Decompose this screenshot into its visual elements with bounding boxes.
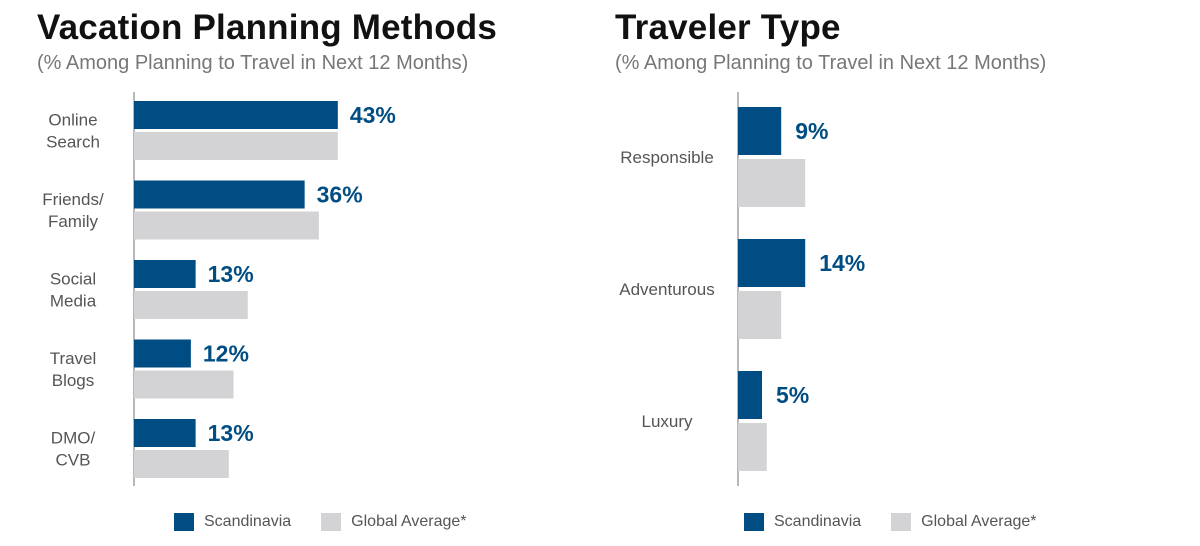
data-label-adventurous: 14%: [819, 250, 865, 276]
planning-methods-chart: 43% Online Search 36% Friends/Family 13% Socia…: [42, 92, 396, 486]
category-label-dmo-cvb: DMO/: [51, 429, 96, 448]
category-label-travel-blogs: Blogs: [52, 371, 95, 390]
legend-swatch-scandinavia: [174, 513, 194, 531]
category-label-adventurous: Adventurous: [619, 280, 714, 299]
bar-scandinavia-friends-family: [134, 180, 305, 209]
data-label-responsible: 9%: [795, 118, 828, 144]
data-label-social-media: 13%: [208, 261, 254, 287]
category-label-travel-blogs: Travel: [50, 349, 97, 368]
legend-item-scandinavia: Scandinavia: [174, 513, 291, 531]
chart-legend: Scandinavia Global Average*: [744, 510, 1067, 534]
chart-panel-planning-methods: 43% Online Search 36% Friends/Family 13% Socia…: [0, 0, 580, 546]
data-label-online-search: 43%: [350, 102, 396, 128]
bar-global-average-online-search: [134, 132, 338, 160]
category-label-luxury: Luxury: [641, 412, 693, 431]
bar-global-average-responsible: [738, 159, 806, 207]
data-label-luxury: 5%: [776, 382, 809, 408]
chart-panel-traveler-type: 9% Responsible 14% Adventurous 5% Luxury Trav…: [580, 0, 1200, 546]
bar-global-average-adventurous: [738, 291, 782, 339]
chart-subtitle: (% Among Planning to Travel in Next 12 M…: [37, 52, 469, 74]
category-label-friends-family: Friends/: [42, 190, 104, 209]
category-label-social-media: Social: [50, 270, 96, 289]
data-label-travel-blogs: 12%: [203, 341, 249, 367]
category-label-dmo-cvb: CVB: [56, 451, 91, 470]
bar-scandinavia-dmo-cvb: [134, 419, 196, 447]
bar-scandinavia-online-search: [134, 101, 338, 129]
legend-item-global-average: Global Average*: [321, 513, 467, 531]
bar-global-average-friends-family: [134, 211, 319, 240]
chart-subtitle: (% Among Planning to Travel in Next 12 M…: [615, 52, 1047, 74]
chart-title: Traveler Type: [615, 8, 841, 47]
category-label-responsible: Responsible: [620, 148, 714, 167]
legend-swatch-scandinavia: [744, 513, 764, 531]
category-label-friends-family: Family: [48, 212, 99, 231]
category-label-social-media: Media: [50, 292, 97, 311]
legend-item-global-average: Global Average*: [891, 513, 1037, 531]
bar-scandinavia-social-media: [134, 260, 196, 288]
chart-title: Vacation Planning Methods: [37, 8, 498, 47]
bar-global-average-travel-blogs: [134, 370, 234, 399]
bar-global-average-dmo-cvb: [134, 450, 229, 478]
chart-legend: Scandinavia Global Average*: [174, 510, 497, 534]
bar-scandinavia-luxury: [738, 371, 762, 419]
legend-label-global-average: Global Average*: [921, 513, 1037, 530]
traveler-type-chart: 9% Responsible 14% Adventurous 5% Luxury: [619, 92, 865, 486]
category-label-online-search: Search: [46, 133, 100, 152]
legend-label-scandinavia: Scandinavia: [774, 513, 862, 530]
bar-scandinavia-adventurous: [738, 239, 806, 287]
category-label-online-search: Online: [48, 111, 97, 130]
legend-item-scandinavia: Scandinavia: [744, 513, 861, 531]
data-label-friends-family: 36%: [317, 182, 363, 208]
legend-swatch-global-average: [891, 513, 912, 531]
bar-global-average-social-media: [134, 291, 248, 319]
legend-swatch-global-average: [321, 513, 342, 531]
legend-label-scandinavia: Scandinavia: [204, 513, 292, 530]
data-label-dmo-cvb: 13%: [208, 420, 254, 446]
bar-scandinavia-travel-blogs: [134, 339, 191, 368]
legend-label-global-average: Global Average*: [351, 513, 467, 530]
bar-global-average-luxury: [738, 423, 767, 471]
bar-scandinavia-responsible: [738, 107, 782, 155]
